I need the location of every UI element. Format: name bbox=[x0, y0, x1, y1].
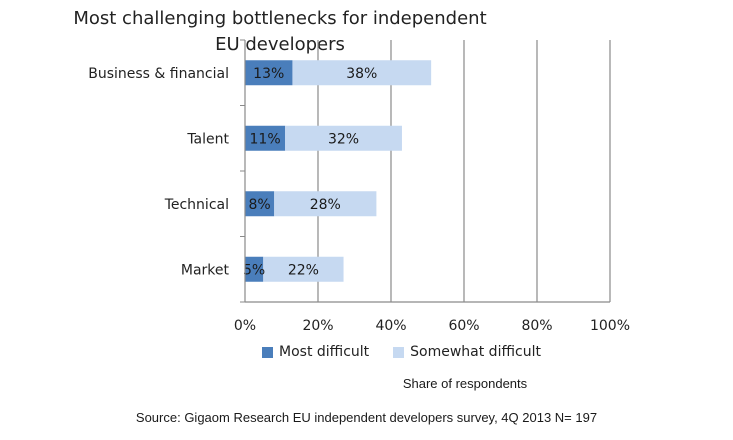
bars bbox=[245, 60, 432, 282]
x-axis-labels: 0% 20% 40% 60% 80% 100% bbox=[234, 318, 630, 334]
bar-somewhat-difficult-technical bbox=[274, 191, 377, 217]
x-tick-label: 80% bbox=[521, 318, 552, 334]
data-label: 28% bbox=[310, 197, 341, 213]
data-label: 22% bbox=[288, 262, 319, 278]
source-note: Source: Gigaom Research EU independent d… bbox=[135, 410, 598, 425]
legend-label-most-difficult: Most difficult bbox=[279, 344, 370, 360]
y-tick-label: Market bbox=[181, 262, 230, 278]
x-tick-label: 40% bbox=[375, 318, 406, 334]
legend-swatch-somewhat-difficult bbox=[393, 346, 405, 358]
bar-somewhat-difficult-talent bbox=[285, 125, 402, 151]
x-tick-label: 100% bbox=[590, 318, 630, 334]
data-label: 8% bbox=[248, 197, 270, 213]
legend-swatch-most-difficult bbox=[262, 346, 273, 358]
bar-most-difficult-technical bbox=[245, 191, 275, 217]
data-label: 11% bbox=[250, 131, 281, 147]
bar-somewhat-difficult-business-financial bbox=[292, 60, 432, 86]
data-label: 5% bbox=[243, 262, 265, 278]
x-tick-label: 20% bbox=[302, 318, 333, 334]
data-label: 13% bbox=[253, 66, 284, 82]
y-axis-labels: Business & financial Talent Technical Marke… bbox=[88, 66, 229, 279]
bar-most-difficult-market bbox=[245, 256, 264, 282]
legend-item-somewhat-difficult: Somewhat difficult bbox=[393, 344, 541, 360]
y-tick-label: Talent bbox=[186, 131, 229, 147]
x-tick-label: 0% bbox=[234, 318, 256, 334]
data-label: 32% bbox=[328, 131, 359, 147]
axes bbox=[240, 39, 610, 303]
data-label: 38% bbox=[346, 66, 377, 82]
legend-label-somewhat-difficult: Somewhat difficult bbox=[410, 344, 541, 360]
x-tick-label: 60% bbox=[448, 318, 479, 334]
legend-item-most-difficult: Most difficult bbox=[262, 344, 369, 360]
bar-somewhat-difficult-market bbox=[263, 256, 344, 282]
y-tick-label: Technical bbox=[164, 197, 229, 213]
legend: Most difficult Somewhat difficult bbox=[262, 344, 541, 360]
data-labels: 13% 38% 11% 32% 8% 28% 5% 22% bbox=[243, 66, 377, 279]
bar-most-difficult-talent bbox=[245, 125, 286, 151]
x-axis-title: Share of respondents bbox=[402, 376, 528, 391]
y-tick-label: Business & financial bbox=[88, 66, 229, 82]
bar-most-difficult-business-financial bbox=[245, 60, 293, 86]
chart-title: Most challenging bottlenecks for indepen… bbox=[73, 8, 487, 55]
